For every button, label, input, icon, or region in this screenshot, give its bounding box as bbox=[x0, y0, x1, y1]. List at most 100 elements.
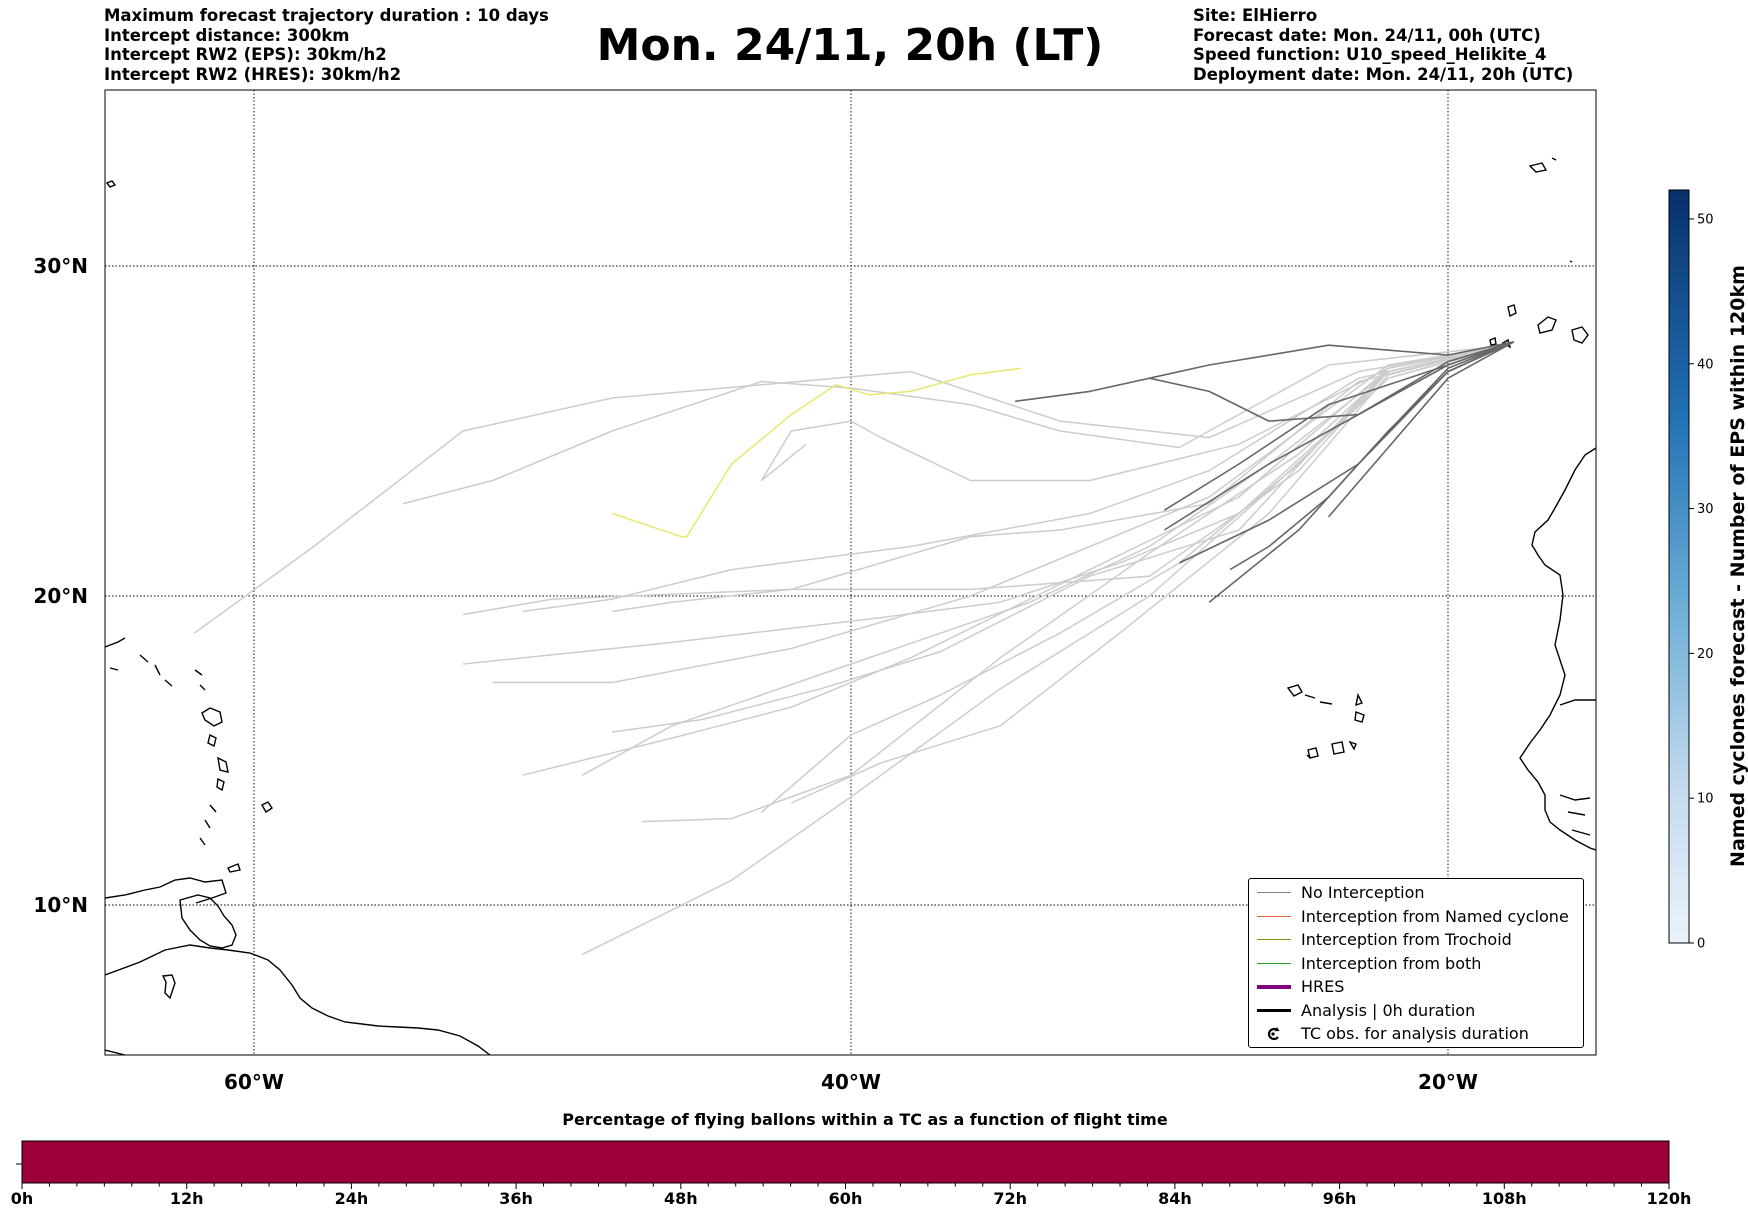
histogram-title: Percentage of flying ballons within a TC… bbox=[562, 1110, 1168, 1129]
coast-martinique bbox=[217, 756, 229, 773]
header-right-info: Site: ElHierro Forecast date: Mon. 24/11… bbox=[1193, 6, 1573, 84]
trajectory-dark-5 bbox=[1327, 341, 1515, 518]
coast-tobago bbox=[227, 863, 241, 873]
legend-item-analysis: Analysis | 0h duration bbox=[1249, 1000, 1583, 1022]
colorbar-tick-30: 30 bbox=[1697, 502, 1714, 517]
colorbar-tick-0: 0 bbox=[1697, 937, 1705, 952]
histogram-tick-label-48h: 48h bbox=[664, 1189, 698, 1208]
histogram-tick-labels: 0h 12h 24h 36h 48h 60h 72h 84h 96h 108h 120h bbox=[11, 1189, 1692, 1208]
colorbar-tick-40: 40 bbox=[1697, 357, 1714, 372]
lon-label-40w: 40°W bbox=[821, 1070, 881, 1094]
coast-south-america bbox=[105, 944, 491, 1055]
colorbar-tick-marks bbox=[1689, 218, 1694, 944]
map-legend: No Interception Interception from Named … bbox=[1248, 878, 1584, 1048]
legend-line-orange bbox=[1257, 915, 1291, 917]
coast-grenadines bbox=[199, 804, 217, 846]
histogram-tick-label-24h: 24h bbox=[335, 1189, 369, 1208]
header-left-line-3: Intercept RW2 (EPS): 30km/h2 bbox=[104, 45, 387, 64]
colorbar-tick-10: 10 bbox=[1697, 792, 1714, 807]
coast-porto-santo bbox=[1551, 157, 1557, 161]
histogram-tick-label-84h: 84h bbox=[1158, 1189, 1192, 1208]
legend-label-hres: HRES bbox=[1301, 977, 1345, 996]
coast-canary-1 bbox=[1507, 304, 1517, 318]
histogram-tick-marks bbox=[21, 1183, 1670, 1189]
coast-canary-5 bbox=[1489, 337, 1497, 346]
legend-label-no-interception: No Interception bbox=[1301, 883, 1425, 902]
trajectory-11 bbox=[522, 344, 1508, 613]
coastlines bbox=[105, 157, 1596, 1055]
colorbar-tick-20: 20 bbox=[1697, 647, 1714, 662]
coast-cape-verde-2 bbox=[1304, 694, 1333, 705]
coast-cape-verde-1 bbox=[1286, 684, 1303, 697]
trajectory-dark-1 bbox=[1015, 341, 1514, 422]
coast-selvagens bbox=[1569, 260, 1573, 263]
coast-islands-1 bbox=[161, 974, 176, 1000]
legend-line-olive bbox=[1257, 939, 1291, 941]
legend-item-tc-obs: TC obs. for analysis duration bbox=[1249, 1023, 1583, 1045]
coast-guadeloupe bbox=[201, 707, 223, 727]
histogram-tick-label-60h: 60h bbox=[829, 1189, 863, 1208]
trajectory-layer bbox=[193, 341, 1515, 956]
header-left-line-4: Intercept RW2 (HRES): 30km/h2 bbox=[104, 64, 402, 84]
histogram-bar bbox=[21, 1140, 1670, 1184]
legend-item-both: Interception from both bbox=[1249, 953, 1583, 975]
header-left-line-2: Intercept distance: 300km bbox=[104, 25, 350, 45]
page-title: Mon. 24/11, 20h (LT) bbox=[596, 20, 1104, 71]
trajectory-dark-7 bbox=[1163, 341, 1514, 511]
legend-label-tc-obs: TC obs. for analysis duration bbox=[1301, 1024, 1529, 1043]
trajectory-15 bbox=[641, 344, 1508, 823]
header-right-line-4: Deployment date: Mon. 24/11, 20h (UTC) bbox=[1193, 64, 1574, 84]
trajectory-dark-2 bbox=[1149, 341, 1514, 379]
coast-senegal bbox=[1559, 699, 1596, 706]
coast-dominica bbox=[207, 733, 217, 748]
histogram-tick-label-36h: 36h bbox=[499, 1189, 533, 1208]
header-right-line-3: Speed function: U10_speed_Helikite_4 bbox=[1193, 45, 1547, 64]
trajectory-7 bbox=[612, 344, 1508, 613]
trajectory-9 bbox=[462, 344, 1508, 616]
lat-label-10n: 10°N bbox=[33, 893, 88, 917]
histogram-tick-label-120h: 120h bbox=[1647, 1189, 1692, 1208]
colorbar-gradient bbox=[1668, 189, 1690, 944]
legend-item-trochoid: Interception from Trochoid bbox=[1249, 929, 1583, 951]
cyclone-icon bbox=[1267, 1027, 1280, 1041]
colorbar-label: Named cyclones forecast - Number of EPS … bbox=[1727, 265, 1748, 867]
flight-time-histogram: 0h 12h 24h 36h 48h 60h 72h 84h 96h 108h 120h bbox=[11, 1140, 1692, 1208]
coast-canary-3 bbox=[1571, 326, 1589, 344]
coast-st-lucia bbox=[216, 777, 225, 792]
legend-label-both: Interception from both bbox=[1301, 953, 1482, 973]
coast-lake-maracaibo bbox=[179, 894, 237, 949]
trajectory-dark-8 bbox=[1208, 341, 1514, 603]
legend-line-gray bbox=[1257, 892, 1291, 894]
histogram-tick-label-96h: 96h bbox=[1323, 1189, 1357, 1208]
trajectory-10 bbox=[522, 344, 1508, 776]
trajectory-6 bbox=[403, 344, 1508, 505]
legend-line-purple bbox=[1257, 985, 1291, 989]
coast-west-africa bbox=[1519, 447, 1596, 851]
coast-cape-verde-6 bbox=[1331, 741, 1345, 755]
legend-item-named-cyclone: Interception from Named cyclone bbox=[1249, 906, 1583, 928]
legend-item-hres: HRES bbox=[1249, 976, 1583, 998]
histogram-tick-label-0h: 0h bbox=[11, 1189, 34, 1208]
legend-item-no-interception: No Interception bbox=[1249, 882, 1583, 904]
coast-bermuda bbox=[105, 180, 117, 188]
trajectory-1 bbox=[492, 344, 1508, 684]
coast-cape-verde-5 bbox=[1307, 747, 1319, 759]
histogram-tick-label-108h: 108h bbox=[1482, 1189, 1527, 1208]
legend-line-black bbox=[1257, 1008, 1291, 1012]
lon-label-20w: 20°W bbox=[1418, 1070, 1478, 1094]
header-left-line-1: Maximum forecast trajectory duration : 1… bbox=[104, 6, 549, 25]
coast-antilles bbox=[105, 637, 206, 691]
lat-label-30n: 30°N bbox=[33, 254, 88, 278]
coast-cape-verde-4 bbox=[1354, 711, 1365, 723]
legend-label-named-cyclone: Interception from Named cyclone bbox=[1301, 906, 1569, 926]
trajectory-12 bbox=[790, 344, 1508, 804]
coast-barbados bbox=[261, 801, 273, 813]
coast-madeira bbox=[1528, 162, 1548, 173]
lon-label-60w: 60°W bbox=[224, 1070, 284, 1094]
lat-label-20n: 20°N bbox=[33, 584, 88, 608]
histogram-tick-label-12h: 12h bbox=[170, 1189, 204, 1208]
trajectory-2 bbox=[582, 344, 1508, 776]
histogram-tick-label-72h: 72h bbox=[993, 1189, 1027, 1208]
trajectory-yellow bbox=[611, 367, 1022, 538]
